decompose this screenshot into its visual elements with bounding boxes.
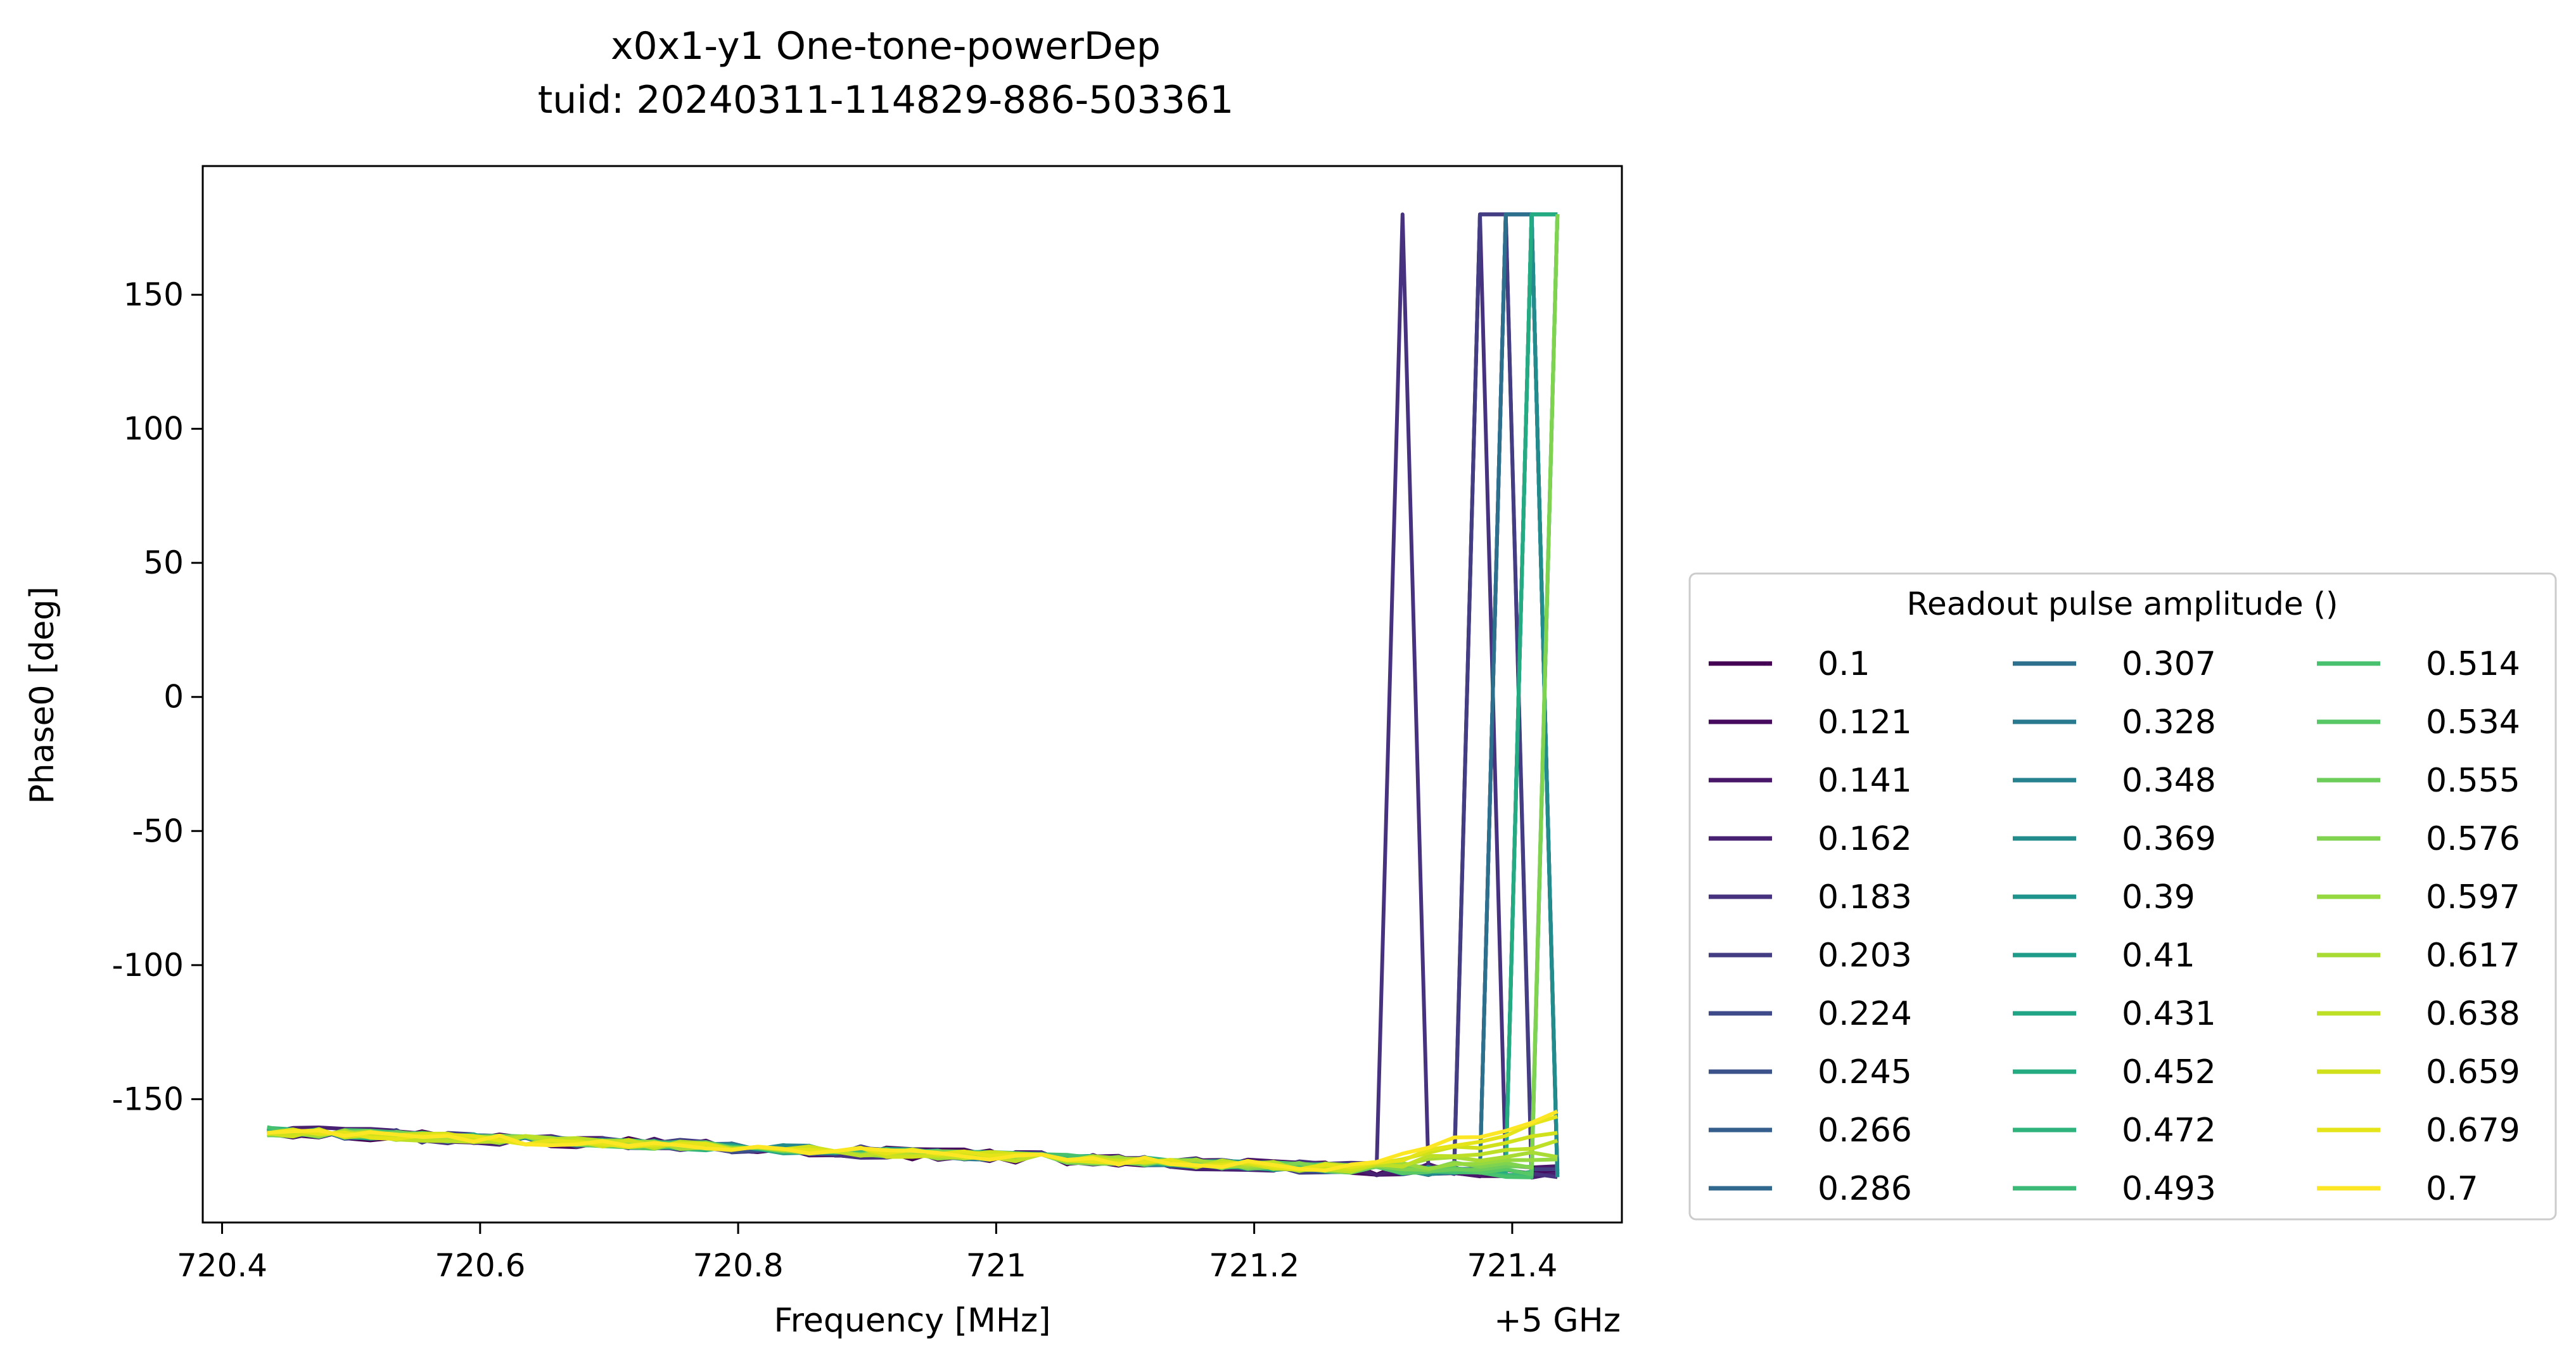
series-line [267,212,1560,1175]
x-axis-label: Frequency [MHz] [774,1302,1051,1340]
legend-entry-label: 0.534 [2426,703,2520,741]
legend-entry-label: 0.638 [2426,995,2520,1033]
y-tick-label: -100 [112,947,184,984]
legend-entry-label: 0.328 [2122,703,2216,741]
legend-entry-label: 0.348 [2122,762,2216,800]
x-tick-label: 720.6 [435,1247,525,1284]
series-line [267,212,1558,1175]
series-line [267,214,1560,1175]
legend-frame [1688,572,2557,1221]
x-offset-label: +5 GHz [1494,1302,1621,1340]
legend-entry-label: 0.307 [2122,645,2216,683]
plot-frame [201,165,1623,1224]
legend-entry-label: 0.431 [2122,995,2216,1033]
legend-entry-label: 0.679 [2426,1112,2520,1150]
legend-entry-label: 0.1 [1818,645,1870,683]
legend-entry-label: 0.472 [2122,1112,2216,1150]
legend-entry-label: 0.369 [2122,820,2216,858]
series-line [266,212,1558,1176]
x-axis: 720.4 720.6 720.8 721 721.2 721.4 [177,1223,1557,1284]
series-line [267,212,1560,1178]
series-line [267,212,1560,1176]
series-line [267,212,1560,1178]
y-tick-label: 0 [163,679,184,716]
y-tick-label: 50 [143,544,184,581]
x-tick-label: 721.2 [1209,1247,1299,1284]
y-tick-label: 100 [124,411,184,447]
legend-entry-label: 0.41 [2122,937,2195,975]
x-tick-label: 721.4 [1467,1247,1557,1284]
series-line [267,212,1558,1176]
chart-subtitle: tuid: 20240311-114829-886-503361 [538,78,1234,122]
series-line [267,214,1560,1177]
series-line [267,214,1560,1178]
legend-entry-label: 0.659 [2426,1053,2520,1091]
legend-entry-label: 0.597 [2426,878,2520,916]
series-line [267,214,1560,1178]
chart-title: x0x1-y1 One-tone-powerDep [611,24,1161,68]
legend-entry-label: 0.141 [1818,762,1912,800]
series-line [267,214,1560,1172]
legend-entry-label: 0.162 [1818,820,1912,858]
legend-entry-label: 0.514 [2426,645,2520,683]
series-line [267,214,1560,1179]
series-line [267,212,1560,1176]
series-line [267,212,1560,1175]
series-line [267,212,1560,1177]
y-axis: 150 100 50 0 -50 -100 -150 [112,276,203,1117]
legend: Readout pulse amplitude () 0.1 0.121 0.141… [1688,572,2557,1221]
legend-entry-label: 0.266 [1818,1112,1912,1150]
y-tick-label: 150 [124,276,184,313]
series-line [267,212,1558,1174]
legend-title: Readout pulse amplitude () [1906,586,2338,622]
series-line [267,212,1558,1180]
legend-entry-label: 0.39 [2122,878,2195,916]
series-line [267,1109,1559,1172]
y-axis-label: Phase0 [deg] [23,586,61,804]
legend-entry-label: 0.245 [1818,1053,1912,1091]
series-line [267,212,1558,1176]
legend-entry-label: 0.452 [2122,1053,2216,1091]
legend-entry-label: 0.286 [1818,1170,1912,1208]
legend-entry-label: 0.7 [2426,1170,2478,1208]
legend-entry-label: 0.576 [2426,820,2520,858]
legend-entry-label: 0.617 [2426,937,2520,975]
legend-entry-label: 0.121 [1818,703,1912,741]
legend-entry-label: 0.203 [1818,937,1912,975]
legend-entry-label: 0.183 [1818,878,1912,916]
x-tick-label: 720.4 [177,1247,267,1284]
legend-entry-label: 0.555 [2426,762,2520,800]
series-line [267,212,1560,1176]
x-tick-label: 720.8 [693,1247,784,1284]
series-line [267,212,1558,1179]
y-tick-label: -50 [132,812,184,849]
y-tick-label: -150 [112,1081,184,1117]
legend-entry-label: 0.493 [2122,1170,2216,1208]
x-tick-label: 721 [966,1247,1026,1284]
series-layer [266,212,1560,1180]
legend-entry-label: 0.224 [1818,995,1912,1033]
